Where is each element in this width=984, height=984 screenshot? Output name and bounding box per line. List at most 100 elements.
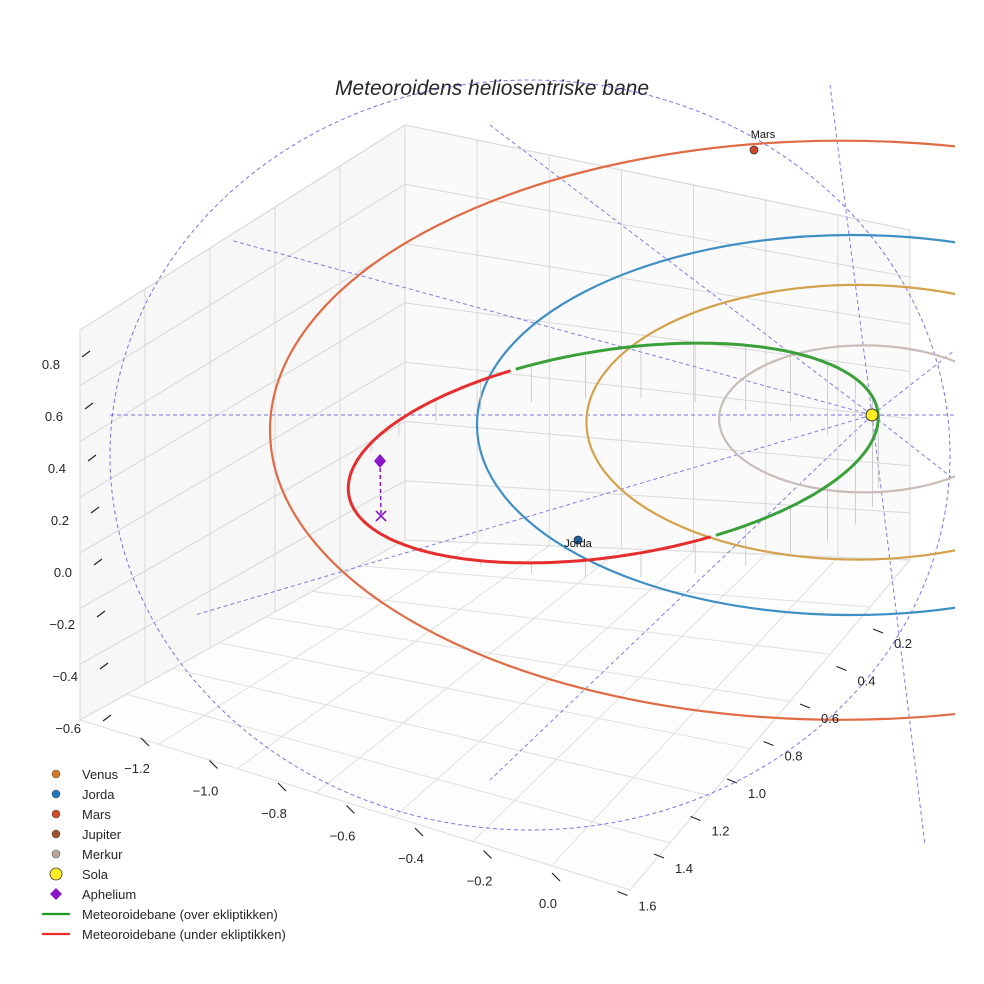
ecliptic-reference-line [871, 349, 955, 416]
plot-area [109, 79, 955, 846]
legend-marker [51, 769, 61, 779]
legend-marker [49, 867, 63, 881]
y-tick-label: 1.2 [711, 824, 729, 839]
grid-line [79, 719, 631, 891]
grid-line [236, 545, 550, 769]
merkur-orbit [718, 344, 955, 494]
legend-item: Venus [51, 767, 119, 782]
legend-label: Merkur [82, 847, 123, 862]
back-pane-right [404, 124, 911, 561]
meteoroid-orbit-below [346, 369, 712, 565]
legend-label: Venus [82, 767, 119, 782]
y-tick-mark [726, 778, 738, 784]
ecliptic-reference-line [229, 239, 873, 416]
x-tick-label: 0.0 [539, 896, 557, 911]
ecliptic-reference-line [871, 414, 955, 481]
x-tick-mark [209, 760, 218, 769]
grid-line [79, 539, 406, 721]
grid-line [79, 361, 406, 554]
meteoroid-orbit-above [715, 417, 880, 537]
y-tick-label: 0.6 [821, 711, 839, 726]
z-tick-mark [87, 454, 97, 462]
grid-line [404, 361, 911, 420]
meteoroid-orbit-above [515, 341, 880, 418]
z-tick-label: 0.8 [42, 357, 60, 372]
legend-label: Jorda [82, 787, 115, 802]
legend-label: Sola [82, 867, 109, 882]
x-tick-mark [346, 805, 355, 814]
z-tick-label: −0.6 [55, 721, 81, 736]
legend-item: Jupiter [51, 827, 122, 842]
y-tick-label: 0.2 [894, 636, 912, 651]
ecliptic-reference-circle [109, 79, 951, 831]
z-tick-label: 0.2 [51, 513, 69, 528]
grid-line [393, 551, 694, 818]
x-tick-label: −1.0 [193, 784, 219, 799]
legend-marker [50, 888, 62, 900]
grid-line [404, 302, 911, 372]
legend-item: Aphelium [50, 887, 136, 902]
z-tick-mark [81, 350, 91, 358]
z-tick-mark [90, 506, 100, 514]
x-tick-label: −0.8 [261, 806, 287, 821]
grid-line [312, 590, 831, 655]
grid-line [79, 243, 406, 442]
z-tick-mark [93, 558, 103, 566]
aphelium-marker [374, 454, 386, 468]
y-tick-mark [617, 890, 628, 897]
mars-orbit [269, 139, 955, 721]
sun-marker [865, 408, 879, 422]
x-tick-mark [414, 827, 424, 837]
legend-item: Jorda [51, 787, 115, 802]
y-tick-mark [763, 740, 774, 747]
y-tick-mark [836, 665, 847, 672]
legend-marker [51, 829, 61, 839]
grid-line [219, 642, 751, 750]
legend-item: Sola [49, 867, 109, 882]
y-tick-label: 1.6 [638, 899, 656, 914]
grid-line [172, 668, 711, 797]
legend-label: Jupiter [82, 827, 122, 842]
legend-label: Meteoroidebane (under ekliptikken) [82, 927, 286, 942]
aphelium-projection-marker [375, 510, 387, 522]
y-tick-mark [653, 853, 665, 859]
z-tick-label: 0.0 [54, 565, 72, 580]
y-tick-label: 1.4 [675, 861, 693, 876]
aphelium-drop-line [379, 460, 382, 517]
axes-panes [78, 124, 912, 891]
venus-orbit [585, 283, 955, 561]
x-tick-mark [483, 850, 492, 859]
z-tick-label: 0.6 [45, 409, 63, 424]
x-tick-label: −0.2 [467, 874, 493, 889]
y-tick-mark [799, 703, 811, 709]
x-tick-label: −0.6 [330, 829, 356, 844]
x-tick-mark [551, 872, 561, 882]
legend-item: Merkur [51, 847, 123, 862]
grid-line [126, 693, 671, 844]
grid-line [404, 480, 911, 514]
grid-line [551, 556, 839, 867]
jorda-orbit [476, 233, 955, 617]
ecliptic-reference-line [871, 414, 926, 846]
legend-label: Meteoroidebane (over ekliptikken) [82, 907, 278, 922]
grid-line [315, 548, 622, 794]
grid-line [265, 616, 791, 702]
ecliptic-reference-line [489, 124, 873, 416]
chart-title: Meteoroidens heliosentriske bane [335, 77, 649, 100]
x-tick-mark [277, 782, 287, 792]
y-tick-label: 0.4 [857, 674, 875, 689]
grid-line [404, 183, 911, 278]
legend-marker [51, 849, 61, 859]
grid-line [404, 243, 911, 325]
legend-marker [51, 789, 61, 799]
grid-line [79, 420, 406, 610]
y-tick-mark [872, 628, 884, 634]
axis-ticks: 0.8 0.6 0.4 0.2 0.0 −0.2 −0.4 −0.6 −1.2 −1.0 −0.8 −… [42, 350, 912, 914]
legend-item: Meteoroidebane (over ekliptikken) [42, 907, 278, 922]
x-tick-label: −1.2 [124, 761, 150, 776]
planet-labels: Mars Jorda [564, 129, 775, 550]
grid-line [404, 124, 911, 231]
grid-line [358, 565, 871, 608]
mars-marker [749, 145, 759, 155]
